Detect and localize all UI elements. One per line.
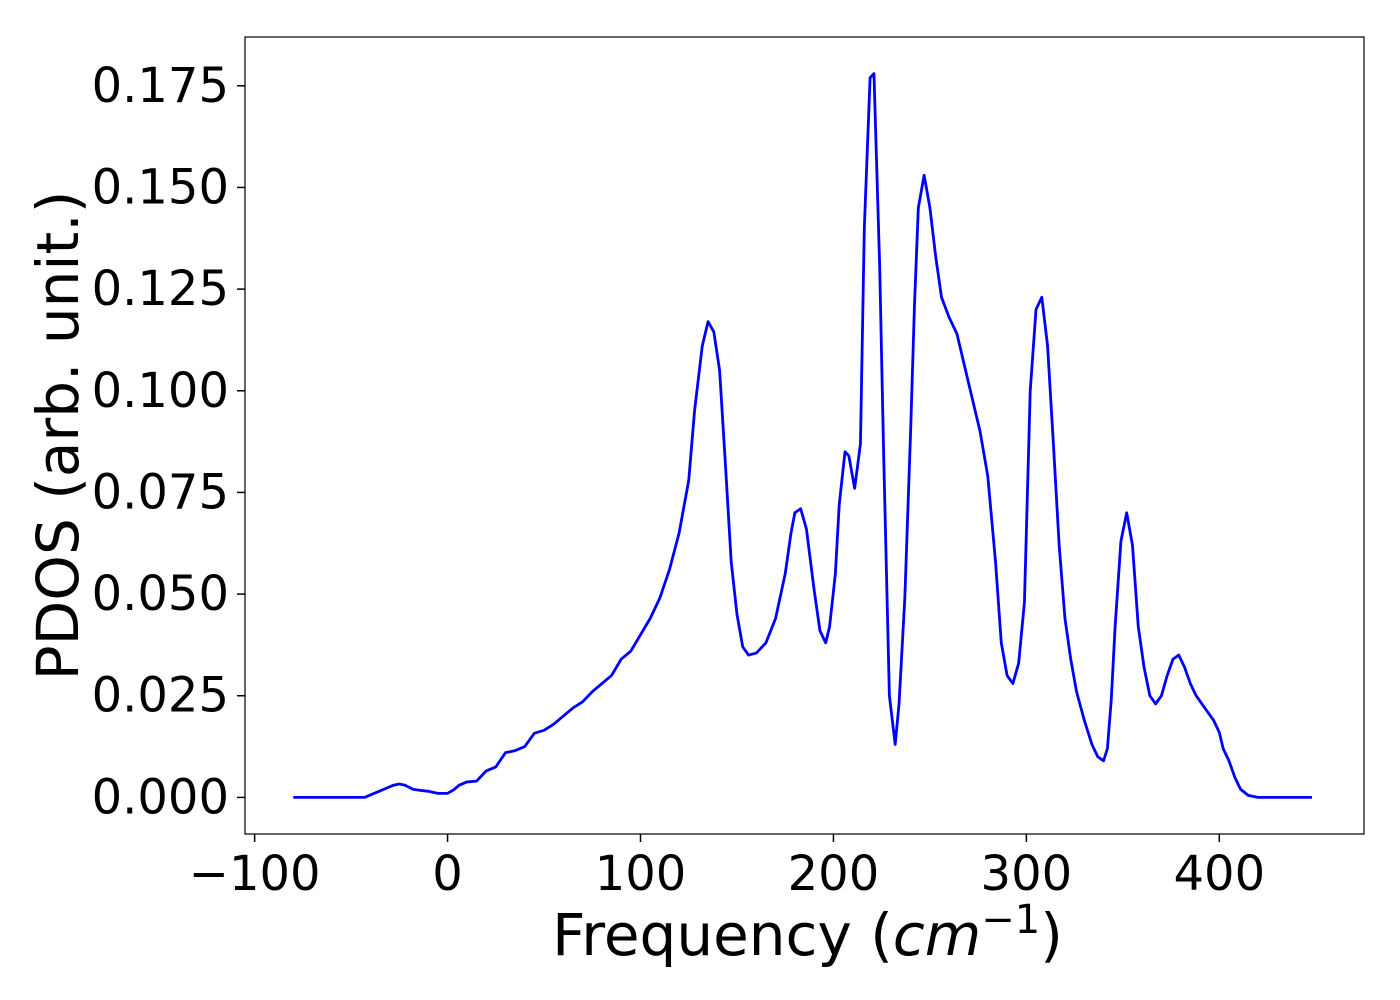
x-tick-label: −100 [189,846,321,902]
x-tick-label: 200 [788,846,880,902]
y-axis-ticks: 0.000 0.025 0.050 0.075 0.100 0.125 0.150 0.175 [92,58,245,825]
y-tick-label: 0.125 [92,261,229,317]
x-axis-ticks: −100 0 100 200 300 400 [189,834,1265,902]
x-axis-label-suffix: ) [1040,901,1063,969]
x-axis-label-exponent: −1 [981,897,1040,943]
x-axis-label-unit: cm [893,901,981,969]
plot-area-frame [244,36,1365,835]
x-axis-label: Frequency (cm−1) [552,897,1063,969]
y-tick-label: 0.050 [92,566,229,622]
y-tick-label: 0.000 [92,769,229,825]
y-tick-label: 0.025 [92,668,229,724]
x-axis-label-prefix: Frequency ( [552,901,893,969]
x-tick-label: 100 [595,846,687,902]
pdos-series-line [293,72,1312,799]
y-tick-label: 0.075 [92,464,229,520]
x-tick-label: 300 [981,846,1073,902]
x-tick-label: 0 [432,846,463,902]
y-axis-label: PDOS (arb. unit.) [24,191,92,681]
y-tick-label: 0.175 [92,58,229,114]
x-tick-label: 400 [1173,846,1265,902]
y-tick-label: 0.150 [92,159,229,215]
y-tick-label: 0.100 [92,363,229,419]
